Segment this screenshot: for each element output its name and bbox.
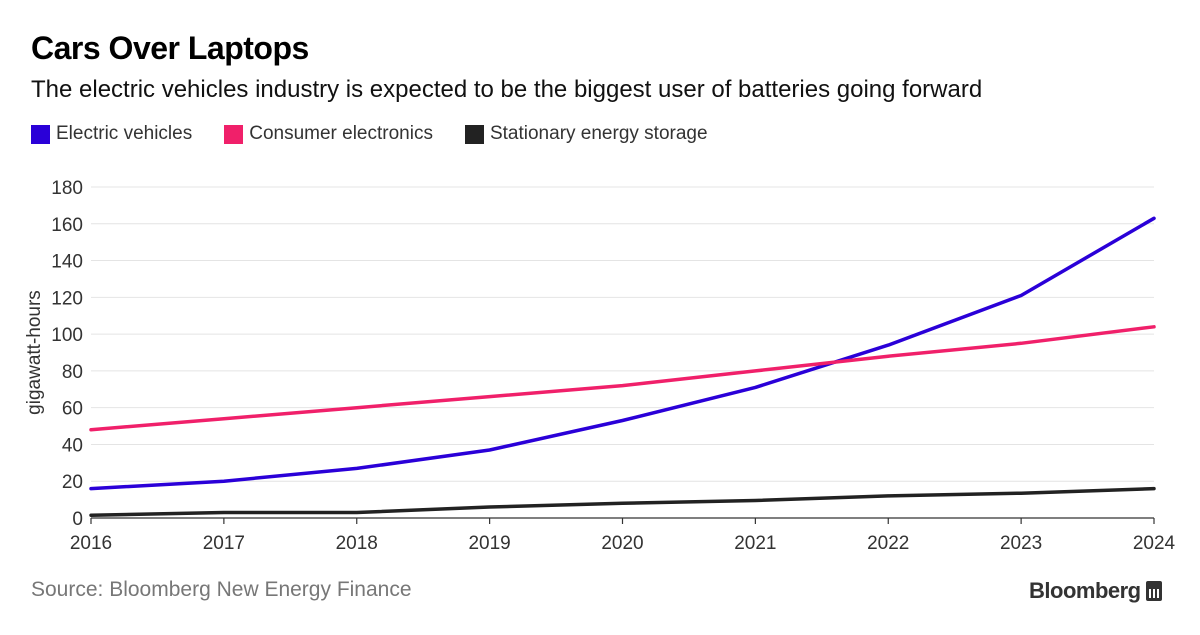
source-note: Source: Bloomberg New Energy Finance [31, 578, 412, 601]
bloomberg-bars-icon [1145, 581, 1162, 601]
x-tick-label-2017: 2017 [203, 533, 245, 554]
chart-title: Cars Over Laptops [31, 30, 309, 66]
x-tick-label-2021: 2021 [734, 533, 776, 554]
y-axis-title: gigawatt-hours [24, 290, 45, 415]
legend-item-stationary-storage: Stationary energy storage [464, 123, 708, 145]
legend-swatch-consumer-electronics [224, 124, 244, 144]
x-tick-label-2022: 2022 [867, 533, 909, 554]
y-tick-label-140: 140 [51, 252, 83, 273]
x-tick-label-2023: 2023 [1000, 533, 1042, 554]
y-tick-label-40: 40 [62, 435, 83, 456]
x-tick-label-2018: 2018 [336, 533, 378, 554]
y-tick-label-20: 20 [62, 472, 83, 493]
legend-swatch-electric-vehicles [31, 124, 50, 144]
x-tick-label-2019: 2019 [468, 533, 510, 554]
y-tick-label-120: 120 [51, 288, 83, 309]
y-tick-label-0: 0 [72, 509, 83, 530]
legend-label-consumer-electronics: Consumer electronics [249, 123, 433, 144]
x-tick-label-2016: 2016 [70, 533, 112, 554]
brand-logo: Bloomberg [1029, 578, 1162, 604]
y-tick-label-180: 180 [51, 178, 83, 199]
brand-name: Bloomberg [1029, 578, 1141, 603]
y-tick-label-160: 160 [51, 215, 83, 236]
legend-item-electric-vehicles: Electric vehicles [31, 123, 192, 145]
legend-item-consumer-electronics: Consumer electronics [224, 123, 433, 145]
series-line-consumer-electronics [89, 325, 1156, 432]
legend: Electric vehicles Consumer electronics S… [31, 123, 740, 145]
y-tick-label-60: 60 [62, 399, 83, 420]
legend-label-stationary-storage: Stationary energy storage [489, 123, 708, 144]
x-tick-label-2020: 2020 [601, 533, 643, 554]
y-tick-label-100: 100 [51, 325, 83, 346]
legend-label-electric-vehicles: Electric vehicles [56, 123, 193, 144]
series-line-stationary-energy-storage [89, 486, 1156, 517]
y-tick-label-80: 80 [62, 362, 83, 383]
x-tick-label-2024: 2024 [1133, 533, 1176, 554]
chart-subtitle: The electric vehicles industry is expect… [31, 76, 983, 103]
legend-swatch-stationary-storage [464, 124, 484, 144]
series-line-electric-vehicles [89, 216, 1156, 491]
